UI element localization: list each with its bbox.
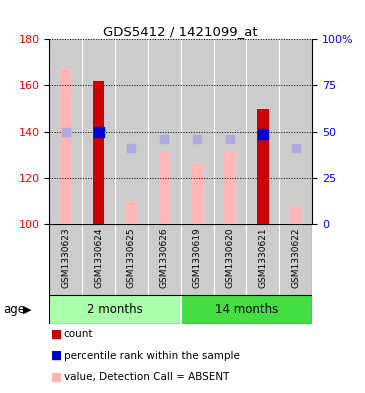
Text: count: count — [64, 329, 93, 339]
Text: ■: ■ — [51, 349, 62, 362]
Bar — [181, 39, 214, 224]
Bar — [290, 206, 301, 224]
Text: ▶: ▶ — [23, 305, 32, 314]
Bar — [60, 69, 72, 224]
Bar — [279, 224, 312, 295]
Title: GDS5412 / 1421099_at: GDS5412 / 1421099_at — [103, 25, 258, 38]
Bar — [224, 152, 236, 224]
Text: GSM1330624: GSM1330624 — [94, 228, 103, 288]
Bar — [49, 39, 82, 224]
Bar — [82, 39, 115, 224]
Text: ■: ■ — [51, 392, 62, 393]
Bar — [181, 224, 214, 295]
Point — [260, 131, 266, 137]
Text: ■: ■ — [51, 327, 62, 341]
Bar — [93, 81, 104, 224]
Text: GSM1330623: GSM1330623 — [61, 228, 70, 288]
Point — [63, 129, 69, 135]
Text: GSM1330626: GSM1330626 — [160, 228, 169, 288]
Text: GSM1330619: GSM1330619 — [193, 228, 201, 288]
Bar — [115, 224, 148, 295]
Text: percentile rank within the sample: percentile rank within the sample — [64, 351, 240, 361]
Bar — [279, 39, 312, 224]
Text: 14 months: 14 months — [215, 303, 278, 316]
Text: ■: ■ — [51, 371, 62, 384]
Bar — [49, 295, 181, 324]
Text: 2 months: 2 months — [87, 303, 143, 316]
Bar — [191, 164, 203, 224]
Text: GSM1330621: GSM1330621 — [258, 228, 267, 288]
Bar — [126, 201, 137, 224]
Point — [161, 136, 167, 142]
Bar — [181, 295, 312, 324]
Bar — [214, 224, 246, 295]
Bar — [115, 39, 148, 224]
Bar — [49, 224, 82, 295]
Point — [194, 136, 200, 142]
Text: value, Detection Call = ABSENT: value, Detection Call = ABSENT — [64, 372, 229, 382]
Point — [293, 145, 299, 151]
Bar — [246, 39, 279, 224]
Point — [227, 136, 233, 142]
Bar — [214, 39, 246, 224]
Text: age: age — [4, 303, 26, 316]
Bar — [82, 224, 115, 295]
Point — [96, 129, 101, 135]
Text: GSM1330620: GSM1330620 — [226, 228, 234, 288]
Text: GSM1330622: GSM1330622 — [291, 228, 300, 288]
Bar — [158, 152, 170, 224]
Text: GSM1330625: GSM1330625 — [127, 228, 136, 288]
Point — [128, 145, 134, 151]
Bar — [246, 224, 279, 295]
Bar — [257, 108, 269, 224]
Bar — [148, 39, 181, 224]
Bar — [148, 224, 181, 295]
